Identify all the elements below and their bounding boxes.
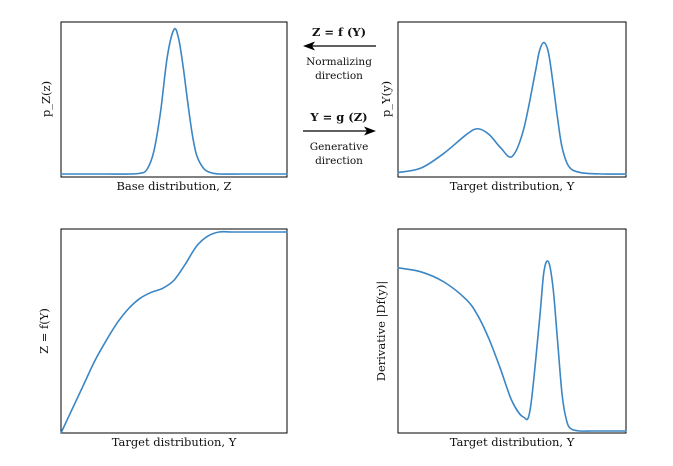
normalizing-label-line2: direction	[315, 70, 363, 82]
series-line	[397, 260, 627, 432]
y-axis-label: Z = f(Y)	[37, 308, 51, 354]
panel-target-distribution: Target distribution, Y p_Y(y)	[379, 21, 627, 193]
x-axis-label: Base distribution, Z	[116, 179, 231, 193]
x-axis-label: Target distribution, Y	[450, 435, 575, 449]
generative-formula: Y = g (Z)	[309, 110, 367, 124]
series-line	[60, 27, 288, 175]
normalizing-formula: Z = f (Y)	[312, 25, 366, 39]
panel-forward-map: Target distribution, Y Z = f(Y)	[37, 228, 288, 449]
direction-arrows: Z = f (Y) Normalizing direction Y = g (Z…	[303, 25, 376, 167]
y-axis-label: Derivative |Df(y)|	[374, 281, 389, 382]
x-axis-label: Target distribution, Y	[112, 435, 237, 449]
generative-label-line1: Generative	[310, 141, 369, 153]
axes-frame	[60, 228, 288, 434]
axes-frame	[397, 21, 627, 178]
axes-frame	[397, 228, 627, 434]
normalizing-label-line1: Normalizing	[306, 56, 372, 68]
panel-base-distribution: Base distribution, Z p_Z(z)	[39, 21, 288, 193]
panel-derivative: Target distribution, Y Derivative |Df(y)…	[374, 228, 627, 449]
series-line	[397, 41, 627, 175]
right-arrowhead-icon	[364, 126, 376, 136]
series-line	[60, 230, 288, 434]
generative-label-line2: direction	[315, 155, 363, 167]
y-axis-label: p_Y(y)	[379, 81, 393, 117]
x-axis-label: Target distribution, Y	[450, 179, 575, 193]
y-axis-label: p_Z(z)	[39, 81, 53, 117]
left-arrowhead-icon	[303, 41, 315, 51]
axes-frame	[60, 21, 288, 178]
